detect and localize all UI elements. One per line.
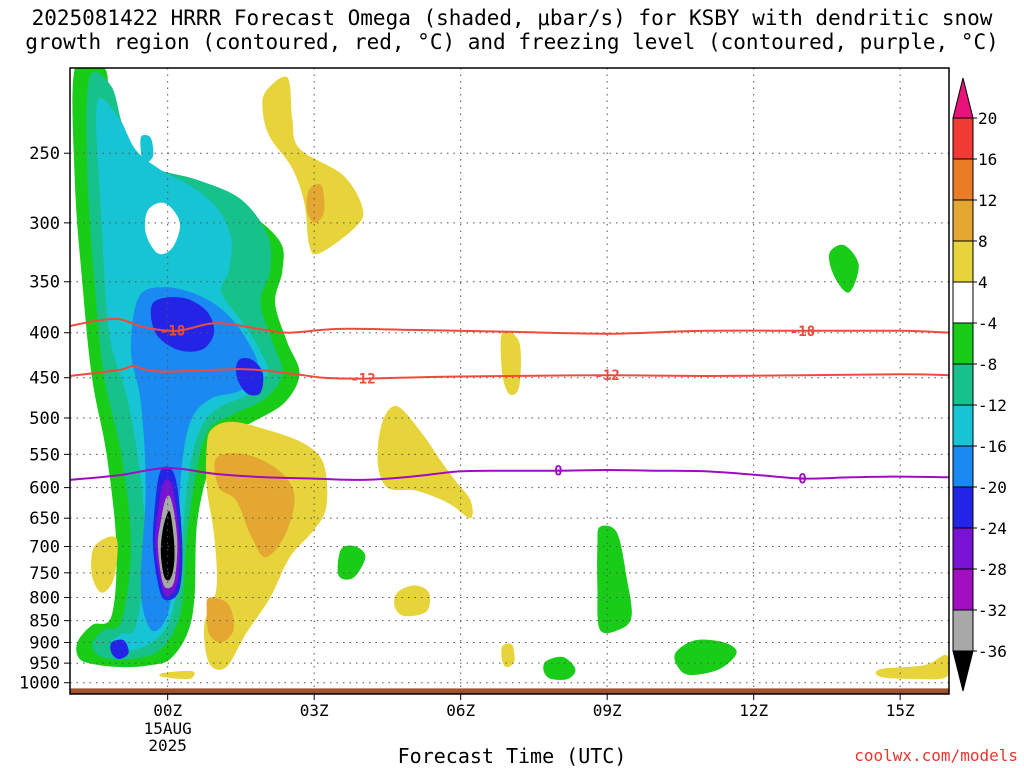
isotherm-contours: -18 -18 -12 -12 0 0: [70, 317, 949, 488]
colorbar-label--28: -28: [978, 560, 1007, 579]
colorbar-band-3: [952, 240, 974, 283]
colorbar-label--36: -36: [978, 642, 1007, 661]
omega-region-25: [337, 545, 366, 580]
omega-region-24: [875, 654, 949, 680]
isotherm-line--12: [70, 364, 949, 380]
x-tick-sublabel: 2025: [148, 736, 187, 755]
omega-region-21: [500, 330, 521, 396]
y-tick-label-400: 400: [29, 324, 60, 344]
y-tick-label-350: 350: [29, 273, 60, 293]
y-tick-label-850: 850: [29, 612, 60, 632]
omega-region-10: [160, 510, 175, 581]
colorbar-band-6: [952, 363, 974, 406]
colorbar-band-10: [952, 527, 974, 570]
colorbar-band-11: [952, 568, 974, 611]
x-tick-label-00Z: 00Z: [153, 701, 182, 720]
colorbar-band-12: [952, 609, 974, 652]
isotherm-label--18: -18: [790, 324, 815, 340]
y-tick-label-1000: 1000: [19, 674, 60, 694]
y-tick-label-600: 600: [29, 479, 60, 499]
omega-region-17: [206, 597, 234, 643]
y-tick-label-300: 300: [29, 214, 60, 234]
isotherm-label--12: -12: [595, 368, 620, 384]
colorbar-bottom-arrow: [952, 650, 974, 692]
colorbar-label--12: -12: [978, 396, 1007, 415]
colorbar-band-1: [952, 158, 974, 201]
isotherm-label--12: -12: [350, 372, 375, 388]
x-axis-label: Forecast Time (UTC): [397, 744, 627, 768]
colorbar-top-arrow: [952, 77, 974, 119]
omega-region-12: [144, 202, 181, 255]
y-tick-label-650: 650: [29, 509, 60, 529]
colorbar-band-2: [952, 199, 974, 242]
omega-region-22: [501, 643, 515, 668]
colorbar-label-12: 12: [978, 191, 997, 210]
omega-region-23: [159, 670, 195, 680]
x-tick-label-09Z: 09Z: [593, 701, 622, 720]
colorbar-band-5: [952, 322, 974, 365]
isotherm-label-0: 0: [798, 472, 806, 488]
colorbar-label-16: 16: [978, 150, 997, 169]
omega-region-26: [597, 525, 632, 634]
omega-region-11: [140, 134, 154, 164]
x-tick-label-03Z: 03Z: [300, 701, 329, 720]
y-tick-label-950: 950: [29, 654, 60, 674]
colorbar-label-4: 4: [978, 273, 988, 292]
colorbar-label--20: -20: [978, 478, 1007, 497]
colorbar-label-20: 20: [978, 109, 997, 128]
plot-frame: [69, 67, 950, 695]
x-tick-label-12Z: 12Z: [739, 701, 768, 720]
x-tick-label-06Z: 06Z: [446, 701, 475, 720]
y-tick-label-750: 750: [29, 564, 60, 584]
omega-region-29: [828, 244, 859, 293]
y-tick-label-450: 450: [29, 369, 60, 389]
isotherm-label--18: -18: [160, 323, 185, 339]
x-tick-sublabel: 15AUG: [144, 719, 192, 738]
title-line-1: 2025081422 HRRR Forecast Omega (shaded, …: [31, 6, 993, 30]
colorbar-label--24: -24: [978, 519, 1007, 538]
omega-shading: [70, 68, 949, 694]
omega-region-7: [110, 639, 129, 660]
colorbar-label--16: -16: [978, 437, 1007, 456]
colorbar-label--4: -4: [978, 314, 997, 333]
y-tick-label-700: 700: [29, 537, 60, 557]
colorbar-band-9: [952, 486, 974, 529]
y-tick-label-500: 500: [29, 409, 60, 429]
omega-region-13: [262, 76, 364, 255]
y-tick-label-800: 800: [29, 588, 60, 608]
chart-title: 2025081422 HRRR Forecast Omega (shaded, …: [0, 6, 1024, 54]
omega-region-18: [91, 536, 118, 593]
colorbar-label--32: -32: [978, 601, 1007, 620]
isotherm-label-0: 0: [554, 464, 562, 480]
omega-region-14: [306, 183, 325, 223]
colorbar-band-8: [952, 445, 974, 488]
y-tick-label-250: 250: [29, 144, 60, 164]
colorbar-band-0: [952, 117, 974, 160]
y-tick-label-550: 550: [29, 445, 60, 465]
omega-region-19: [377, 406, 473, 519]
y-tick-label-900: 900: [29, 633, 60, 653]
colorbar-band-7: [952, 404, 974, 447]
omega-region-5: [235, 357, 264, 396]
grid-lines: [70, 68, 949, 694]
colorbar-label-8: 8: [978, 232, 988, 251]
colorbar-band-4: [952, 281, 974, 324]
colorbar: 20 16 12 8 4 -4 -8 -12 -16 -20 -24 -28 -32 -36: [952, 77, 1007, 692]
omega-region-27: [543, 656, 576, 680]
colorbar-label--8: -8: [978, 355, 997, 374]
isotherm-line-0: [70, 466, 949, 481]
axes: 2503003504004505005506006507007508008509…: [19, 67, 950, 755]
terrain-band: [70, 688, 949, 694]
omega-region-4: [150, 297, 215, 352]
omega-region-16: [214, 453, 295, 558]
omega-region-28: [674, 639, 737, 676]
isotherm-line--18: [70, 317, 949, 335]
x-tick-label-15Z: 15Z: [886, 701, 915, 720]
title-line-2: growth region (contoured, red, °C) and f…: [25, 30, 999, 54]
omega-region-20: [394, 585, 431, 617]
credit-link[interactable]: coolwx.com/models: [854, 746, 1018, 765]
